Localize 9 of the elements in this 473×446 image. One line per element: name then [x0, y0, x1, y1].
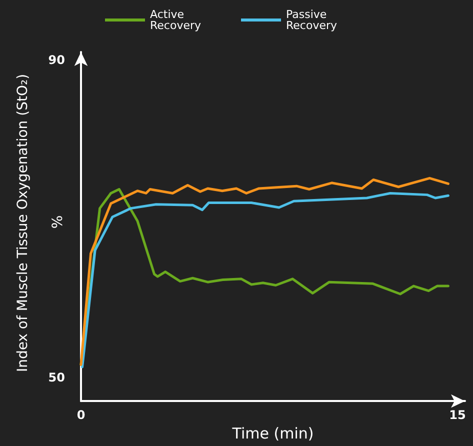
x-tick-label: 0 [76, 408, 86, 422]
legend-label: Active Recovery [150, 8, 202, 32]
x-tick-label: 15 [449, 408, 466, 422]
y-axis-title: Index of Muscle Tissue Oxygenation (StO₂) [15, 74, 31, 372]
y-tick-label: 50 [48, 370, 65, 384]
x-axis-title: Time (min) [231, 424, 314, 442]
legend-label: Passive Recovery [286, 8, 338, 32]
text: % [50, 215, 66, 229]
y-tick-label: 90 [48, 52, 65, 67]
